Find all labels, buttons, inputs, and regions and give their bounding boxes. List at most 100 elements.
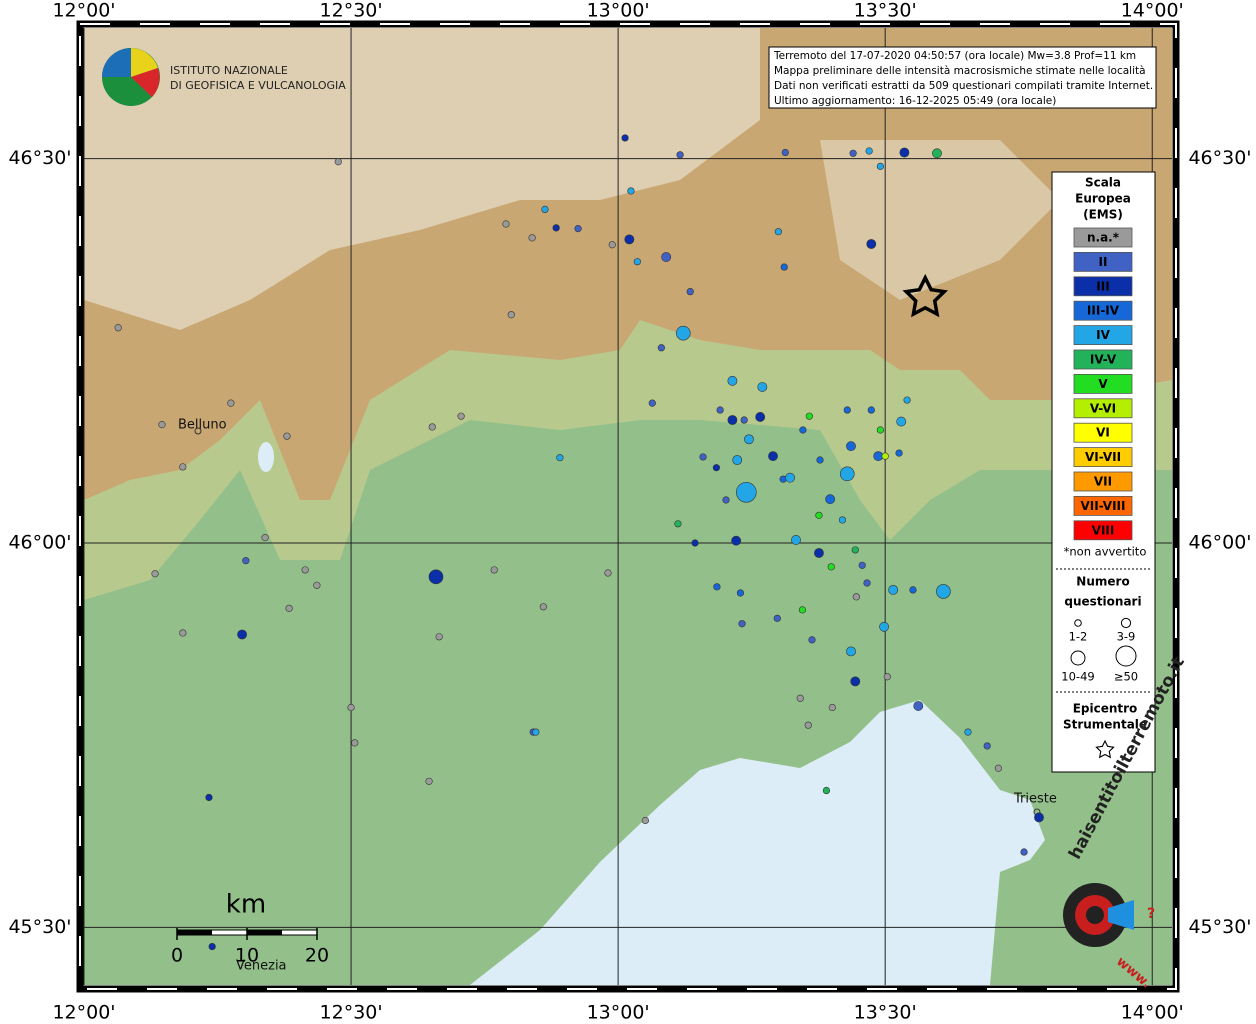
terrain (84, 28, 1172, 985)
intensity-point (773, 614, 781, 622)
legend-swatch (1073, 422, 1133, 443)
scale-bar-segment (177, 930, 212, 935)
legend-title: Europea (1075, 192, 1131, 206)
intensity-point (816, 456, 824, 464)
intensity-point (740, 416, 748, 424)
badge-mark: ? (1147, 906, 1155, 922)
sea (470, 700, 1045, 985)
legend-swatch (1073, 325, 1133, 346)
x-tick-label: 12°30' (320, 0, 383, 22)
intensity-point (227, 399, 235, 407)
legend-label: V (1098, 377, 1108, 391)
legend-swatch (1073, 349, 1133, 370)
intensity-point (846, 646, 856, 657)
intensity-point (964, 728, 972, 736)
legend-label: VII (1094, 475, 1112, 489)
intensity-point (736, 589, 745, 597)
y-tick-label: 45°30' (1188, 916, 1251, 938)
high-mountains (84, 28, 760, 330)
intensity-point (457, 412, 465, 420)
legend-label: V-VI (1090, 401, 1116, 415)
legend-label: IV-V (1090, 353, 1117, 367)
intensity-point (624, 234, 635, 245)
intensity-point (313, 581, 321, 589)
intensity-point (994, 764, 1003, 772)
legend-size-circle (1074, 619, 1082, 627)
legend-size-circle (1115, 645, 1137, 667)
intensity-point (785, 472, 796, 483)
intensity-point (909, 586, 917, 594)
x-tick-label: 12°00' (52, 0, 115, 22)
intensity-point (744, 434, 754, 445)
high-mountains-east (820, 140, 1060, 300)
legend-swatch (1073, 520, 1133, 541)
intensity-point (780, 263, 788, 271)
legend-size-label: 1-2 (1069, 630, 1088, 644)
legend-label: VII-VIII (1080, 499, 1125, 513)
intensity-point (895, 449, 903, 457)
x-tick-label: 13°30' (854, 1002, 917, 1024)
intensity-point (755, 412, 766, 422)
intensity-point (428, 423, 436, 431)
intensity-point (661, 252, 672, 262)
intensity-point (648, 399, 656, 407)
intensity-point (863, 579, 871, 587)
legend-swatch (1073, 300, 1133, 321)
legend-title: (EMS) (1083, 208, 1123, 222)
intensity-point (158, 421, 166, 429)
logo-sector (102, 48, 131, 77)
points (114, 134, 1044, 951)
intensity-point (657, 344, 665, 352)
legend-label: III-IV (1087, 304, 1120, 318)
legend-size-title: questionari (1064, 595, 1141, 609)
legend-swatch (1073, 227, 1133, 248)
intensity-point (435, 633, 443, 641)
legend-epicenter-title: Strumentale (1063, 718, 1147, 732)
intensity-point (713, 583, 721, 591)
intensity-point (814, 548, 824, 558)
intensity-point (208, 942, 216, 951)
intensity-point (675, 325, 691, 341)
legend-size-label: ≥50 (1114, 670, 1138, 684)
intensity-point (839, 466, 855, 482)
legend-swatch (1073, 398, 1133, 419)
intensity-point (179, 629, 187, 637)
intensity-point (261, 534, 269, 542)
legend-label: IV (1096, 328, 1110, 342)
intensity-point (736, 481, 757, 503)
legend-label: n.a.* (1087, 231, 1120, 245)
intensity-point (876, 426, 884, 434)
intensity-point (791, 535, 801, 545)
intensity-point (932, 148, 942, 159)
intensity-point (347, 703, 355, 712)
intensity-point (1020, 848, 1028, 856)
info-line: Ultimo aggiornamento: 16-12-2025 05:49 (… (774, 95, 1056, 107)
intensity-point (738, 620, 746, 628)
intensity-point (781, 148, 789, 157)
intensity-point (757, 382, 768, 392)
city-label: Belluno (178, 418, 227, 433)
logo-text: ISTITUTO NAZIONALE (170, 64, 288, 77)
intensity-point (712, 464, 720, 472)
intensity-point (808, 636, 816, 644)
legend-size-label: 3-9 (1117, 630, 1136, 644)
scale-bar-label: 20 (305, 945, 329, 967)
y-tick-label: 45°30' (8, 916, 71, 938)
intensity-point (604, 569, 612, 577)
scale-bar-segment (247, 930, 282, 935)
x-tick-label: 12°00' (52, 1002, 115, 1024)
grid (83, 28, 1172, 985)
logo-text: DI GEOFISICA E VULCANOLOGIA (170, 79, 346, 92)
intensity-point (852, 593, 860, 601)
intensity-point (846, 441, 856, 452)
intensity-point (151, 570, 159, 578)
legend: Scala Europea (EMS) *non avvertito Numer… (1051, 171, 1156, 773)
x-tick-label: 12°30' (320, 1002, 383, 1024)
intensity-point (883, 673, 891, 681)
intensity-point (532, 728, 540, 736)
intensity-point (825, 494, 836, 505)
legend-label: VIII (1092, 523, 1115, 537)
intensity-point (691, 539, 699, 547)
legend-title: Scala (1085, 176, 1121, 190)
